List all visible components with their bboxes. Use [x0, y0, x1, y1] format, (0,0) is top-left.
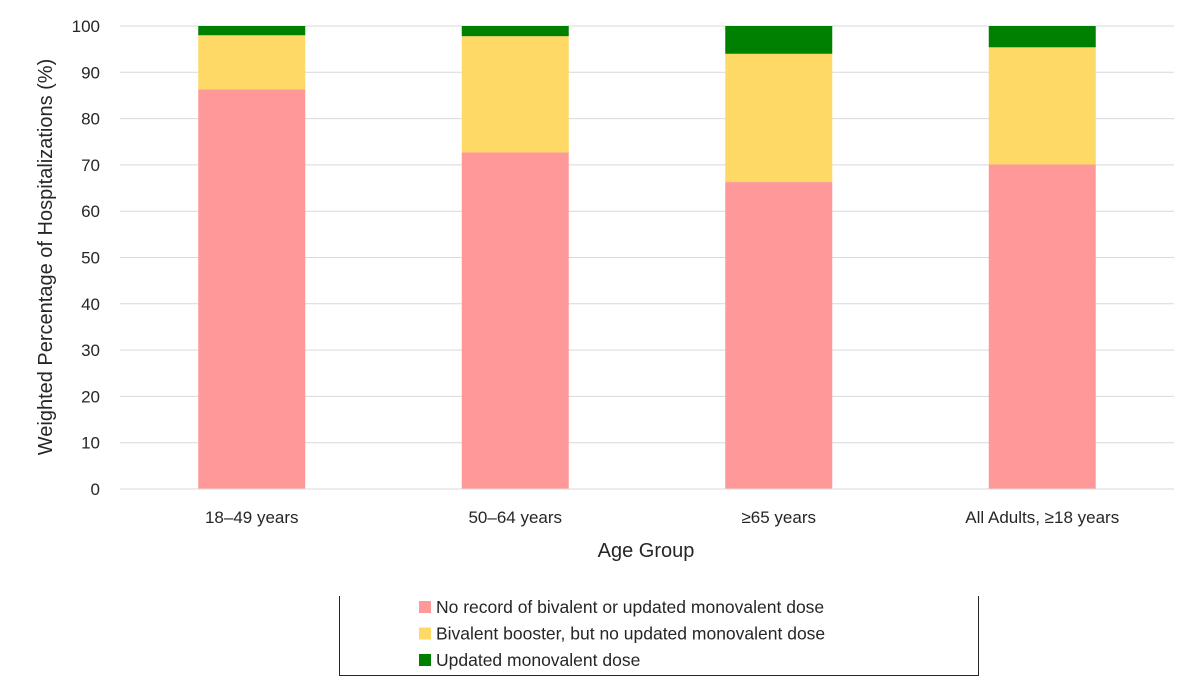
- x-tick-label: 18–49 years: [205, 508, 299, 527]
- legend-frame: [339, 596, 979, 676]
- legend-label: Updated monovalent dose: [436, 650, 640, 670]
- y-tick-label: 80: [81, 110, 100, 129]
- y-tick-label: 90: [81, 63, 100, 82]
- x-axis-title: Age Group: [598, 540, 695, 562]
- bar-18-49-years-series-3: [198, 26, 306, 36]
- y-tick-label: 30: [81, 341, 100, 360]
- y-tick-label: 10: [81, 434, 100, 453]
- legend-swatch-1: [419, 601, 431, 613]
- y-tick-label: 100: [72, 17, 100, 36]
- legend-swatch-2: [419, 627, 431, 640]
- legend-swatch-3: [419, 654, 431, 666]
- y-axis-title: Weighted Percentage of Hospitalizations …: [35, 59, 57, 456]
- bar-50-64-years-series-3: [461, 26, 569, 37]
- bar-65-years-series-3: [725, 26, 833, 54]
- y-axis-ticks: 0 10 20 30 40 50 60 70 80 90 100: [72, 17, 100, 499]
- bars: [198, 26, 1096, 490]
- bar-18-49-years-series-1: [198, 89, 306, 489]
- x-tick-label: 50–64 years: [468, 508, 562, 527]
- bar-65-years-series-2: [725, 53, 833, 183]
- bar-50-64-years-series-2: [461, 36, 569, 153]
- y-tick-label: 0: [91, 480, 100, 499]
- bar-50-64-years-series-1: [461, 152, 569, 490]
- bar-all-adults-18-years-series-3: [988, 26, 1096, 48]
- y-tick-label: 60: [81, 202, 100, 221]
- bar-all-adults-18-years-series-1: [988, 164, 1096, 489]
- x-tick-label: ≥65 years: [741, 508, 816, 527]
- legend-label: Bivalent booster, but no updated monoval…: [436, 624, 825, 644]
- y-tick-label: 50: [81, 249, 100, 268]
- x-tick-label: All Adults, ≥18 years: [965, 508, 1119, 527]
- x-axis-ticks: 18–49 years 50–64 years ≥65 years All Adult…: [205, 508, 1119, 527]
- legend-label: No record of bivalent or updated monoval…: [436, 597, 824, 617]
- legend: No record of bivalent or updated monoval…: [339, 596, 979, 676]
- y-tick-label: 70: [81, 156, 100, 175]
- bar-65-years-series-1: [725, 182, 833, 489]
- legend-items: No record of bivalent or updated monoval…: [419, 597, 825, 670]
- y-tick-label: 40: [81, 295, 100, 314]
- y-tick-label: 20: [81, 387, 100, 406]
- bar-all-adults-18-years-series-2: [988, 47, 1096, 165]
- bar-18-49-years-series-2: [198, 35, 306, 90]
